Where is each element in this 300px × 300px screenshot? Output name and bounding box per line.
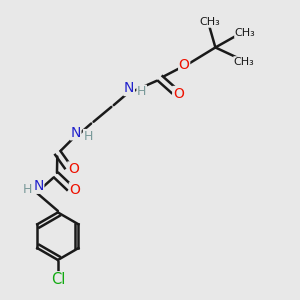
Text: O: O [179,58,190,72]
Text: N: N [70,126,81,140]
Text: CH₃: CH₃ [235,28,256,38]
Text: O: O [68,162,79,176]
Text: CH₃: CH₃ [199,17,220,27]
Text: H: H [83,130,93,142]
Text: N: N [33,179,44,193]
Text: Cl: Cl [51,272,65,287]
Text: H: H [137,85,146,98]
Text: O: O [69,183,80,197]
Text: N: N [124,82,134,95]
Text: CH₃: CH₃ [234,57,255,67]
Text: O: O [173,86,184,100]
Text: H: H [22,183,32,196]
